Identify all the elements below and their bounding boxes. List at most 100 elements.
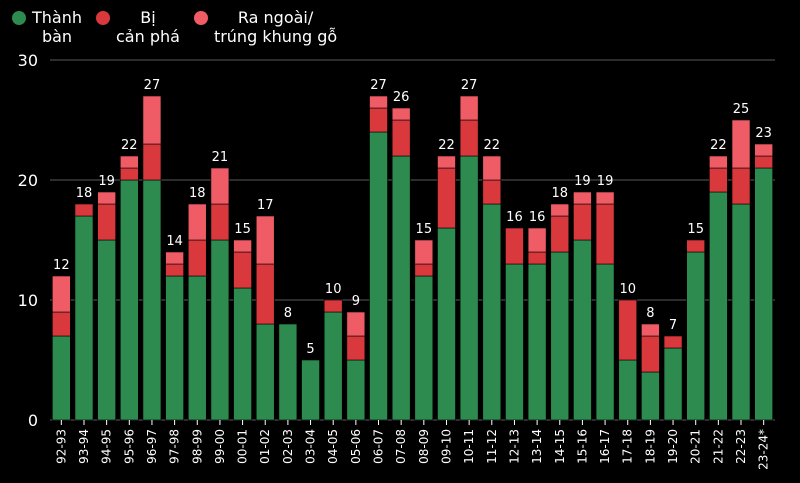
bar-segment-goals-16-17 <box>595 263 615 421</box>
bar-segment-saved-13-14 <box>527 251 547 265</box>
bar-segment-saved-08-09 <box>414 263 434 277</box>
bar-segment-goals-17-18 <box>618 359 638 421</box>
bar-segment-goals-05-06 <box>346 359 366 421</box>
x-tick-label-11-12: 11-12 <box>485 429 499 464</box>
bar-segment-saved-21-22 <box>709 167 728 193</box>
bar-segment-goals-97-98 <box>165 275 184 421</box>
bar-segment-missed-16-17 <box>595 191 615 205</box>
bar-segment-missed-23-24* <box>754 143 773 157</box>
y-axis: 0 10 20 30 <box>18 51 38 430</box>
bar-segment-saved-19-20 <box>663 335 683 349</box>
bar-segment-goals-21-22 <box>709 191 728 421</box>
bar-segment-goals-10-11 <box>459 155 479 421</box>
bar-segment-saved-96-97 <box>142 143 162 181</box>
y-tick-label-30: 30 <box>18 51 38 70</box>
total-label-93-94: 18 <box>76 186 93 201</box>
bar-segment-goals-19-20 <box>663 347 683 421</box>
bar-segment-saved-11-12 <box>482 179 502 205</box>
total-label-17-18: 10 <box>619 282 636 297</box>
total-label-21-22: 22 <box>710 138 727 153</box>
total-label-97-98: 14 <box>166 234 183 249</box>
total-label-23-24*: 23 <box>755 126 772 141</box>
y-tick-label-20: 20 <box>18 171 38 190</box>
x-tick-label-22-23: 22-23 <box>734 429 748 464</box>
legend-dot-missed <box>193 11 208 25</box>
bar-segment-missed-14-15 <box>550 203 570 217</box>
bar-segment-goals-92-93 <box>52 335 71 421</box>
x-tick-label-08-09: 08-09 <box>417 429 431 464</box>
legend-label-saved: Bị cản phá <box>116 8 180 46</box>
total-label-12-13: 16 <box>506 210 523 225</box>
bar-segment-saved-22-23 <box>731 167 751 205</box>
x-tick-label-04-05: 04-05 <box>326 429 340 464</box>
total-label-05-06: 9 <box>352 294 360 309</box>
bar-segment-saved-12-13 <box>505 227 524 265</box>
total-label-08-09: 15 <box>416 222 433 237</box>
x-tick-label-95-96: 95-96 <box>122 429 136 464</box>
bar-segment-goals-06-07 <box>369 131 388 421</box>
bar-segment-goals-23-24* <box>754 167 773 421</box>
x-tick-label-03-04: 03-04 <box>304 429 318 464</box>
x-tick-label-97-98: 97-98 <box>168 429 182 464</box>
legend-dot-goals <box>12 11 26 25</box>
x-tick-label-23-24*: 23-24* <box>757 429 771 470</box>
bar-segment-saved-16-17 <box>595 203 615 265</box>
x-tick-label-94-95: 94-95 <box>100 429 114 464</box>
bar-segment-saved-15-16 <box>573 203 592 241</box>
bar-segment-goals-07-08 <box>391 155 411 421</box>
bar-segment-saved-06-07 <box>369 107 388 133</box>
bar-segment-missed-92-93 <box>52 275 71 313</box>
total-label-22-23: 25 <box>733 102 750 117</box>
bar-segment-goals-12-13 <box>505 263 524 421</box>
bar-segment-missed-94-95 <box>97 191 116 205</box>
bar-segment-goals-11-12 <box>482 203 502 421</box>
bar-segment-saved-97-98 <box>165 263 184 277</box>
total-label-01-02: 17 <box>257 198 274 213</box>
total-label-11-12: 22 <box>484 138 501 153</box>
total-label-94-95: 19 <box>98 174 115 189</box>
bar-segment-saved-14-15 <box>550 215 570 253</box>
bar-segment-saved-92-93 <box>52 311 71 337</box>
bar-segment-goals-04-05 <box>323 311 343 421</box>
x-tick-label-21-22: 21-22 <box>711 429 725 464</box>
legend-dot-saved <box>96 11 110 25</box>
bar-segment-goals-08-09 <box>414 275 434 421</box>
bar-segment-missed-99-00 <box>210 167 230 205</box>
x-tick-label-05-06: 05-06 <box>349 429 363 464</box>
bar-segment-goals-96-97 <box>142 179 162 421</box>
bar-segment-saved-98-99 <box>187 239 207 277</box>
bar-segment-missed-21-22 <box>709 155 728 169</box>
x-tick-label-09-10: 09-10 <box>439 429 453 464</box>
bar-segment-goals-95-96 <box>119 179 139 421</box>
total-label-19-20: 7 <box>669 318 677 333</box>
bar-segment-goals-94-95 <box>97 239 116 421</box>
x-tick-label-98-99: 98-99 <box>190 429 204 464</box>
x-tick-label-93-94: 93-94 <box>77 429 91 464</box>
x-tick-label-00-01: 00-01 <box>236 429 250 464</box>
bar-segment-missed-15-16 <box>573 191 592 205</box>
y-tick-label-0: 0 <box>28 411 38 430</box>
x-tick-label-18-19: 18-19 <box>643 429 657 464</box>
legend-item-missed: Ra ngoài/ trúng khung gỗ <box>193 8 337 46</box>
bar-segment-saved-00-01 <box>233 251 252 289</box>
bar-segment-saved-18-19 <box>641 335 660 373</box>
bar-segment-saved-93-94 <box>74 203 94 217</box>
bar-segment-goals-93-94 <box>74 215 94 421</box>
bar-segment-goals-14-15 <box>550 251 570 421</box>
bar-segment-goals-03-04 <box>301 359 320 421</box>
total-label-15-16: 19 <box>574 174 591 189</box>
bar-segment-saved-01-02 <box>255 263 275 325</box>
bar-segment-goals-13-14 <box>527 263 547 421</box>
bar-segment-saved-99-00 <box>210 203 230 241</box>
legend-item-goals: Thành bàn <box>12 8 82 46</box>
legend-item-saved: Bị cản phá <box>96 8 180 46</box>
bar-segment-missed-10-11 <box>459 95 479 121</box>
bar-segment-missed-13-14 <box>527 227 547 253</box>
x-tick-label-96-97: 96-97 <box>145 429 159 464</box>
x-tick-label-02-03: 02-03 <box>281 429 295 464</box>
total-label-04-05: 10 <box>325 282 342 297</box>
x-tick-label-15-16: 15-16 <box>575 429 589 464</box>
total-label-96-97: 27 <box>144 78 161 93</box>
bar-segment-goals-22-23 <box>731 203 751 421</box>
x-tick-label-16-17: 16-17 <box>598 429 612 464</box>
